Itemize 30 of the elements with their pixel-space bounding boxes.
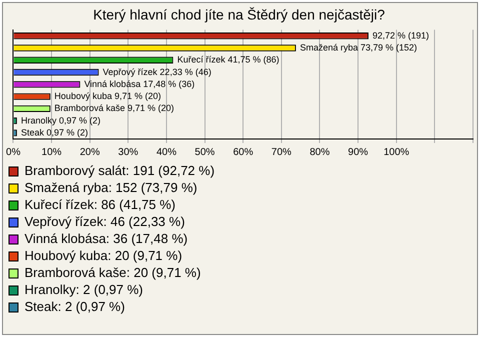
- data-label: Kuřecí řízek 41,75 % (86): [177, 54, 280, 65]
- legend-label: Vepřový řízek: 46 (22,33 %): [24, 214, 185, 230]
- data-label: Bramborová kaše 9,71 % (20): [54, 103, 174, 114]
- x-tick-label: 90%: [348, 146, 368, 158]
- x-tick-label: 30%: [118, 146, 138, 158]
- legend-label: Smažená ryba: 152 (73,79 %): [24, 180, 198, 196]
- x-tick-label: 100%: [384, 146, 410, 158]
- x-tick-label: 80%: [310, 146, 330, 158]
- data-label: Smažená ryba 73,79 % (152): [300, 42, 418, 52]
- legend-label: Hranolky: 2 (0,97 %): [24, 282, 143, 298]
- data-label: Vepřový řízek 22,33 % (46): [102, 66, 212, 77]
- x-tick-label: 60%: [233, 146, 254, 158]
- legend-label: Bramborový salát: 191 (92,72 %): [24, 163, 215, 178]
- x-tick-label: 20%: [80, 146, 100, 158]
- x-tick-label: 50%: [194, 146, 215, 158]
- data-label: 92,72 % (191): [372, 30, 430, 40]
- x-tick-label: 10%: [42, 146, 62, 158]
- legend-label: Kuřecí řízek: 86 (41,75 %): [24, 197, 176, 212]
- data-label: Steak 0,97 % (2): [20, 127, 88, 138]
- x-tick-label: 0%: [6, 146, 21, 158]
- data-label: Vinná klobása 17,48 % (36): [84, 78, 195, 89]
- legend-label: Steak: 2 (0,97 %): [24, 299, 125, 314]
- data-label: Houbový kuba 9,71 % (20): [54, 91, 162, 102]
- x-tick-label: 40%: [156, 146, 177, 158]
- legend-label: Houbový kuba: 20 (9,71 %): [24, 248, 182, 264]
- chart-title: Který hlavní chod jíte na Štědrý den nejčastěji?: [93, 6, 386, 22]
- legend-label: Vinná klobása: 36 (17,48 %): [24, 231, 188, 246]
- data-label: Hranolky 0,97 % (2): [20, 115, 100, 126]
- legend-label: Bramborová kaše: 20 (9,71 %): [24, 265, 201, 280]
- x-tick-label: 70%: [271, 146, 292, 158]
